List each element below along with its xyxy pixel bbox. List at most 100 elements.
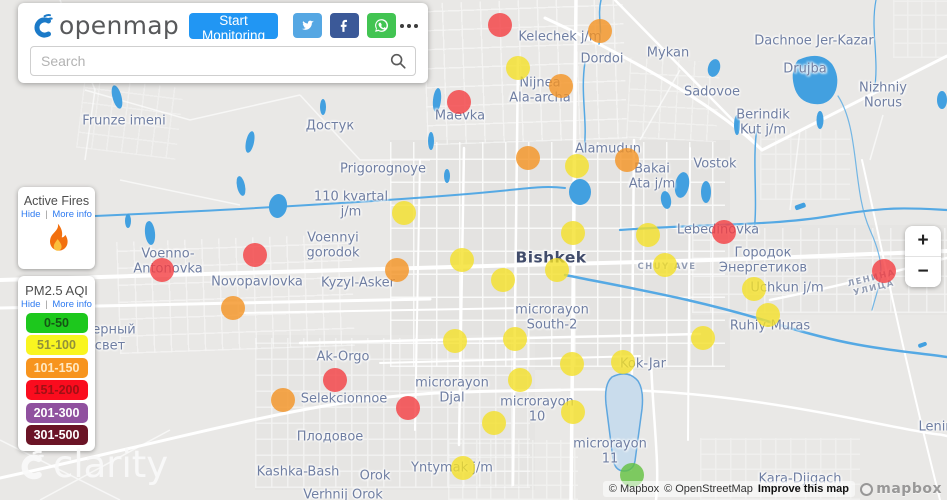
place-label: Ak-Orgo: [316, 349, 370, 365]
aqi-station-marker-red[interactable]: [150, 258, 174, 282]
aqi-station-marker-orange[interactable]: [385, 258, 409, 282]
aqi-station-marker-yellow[interactable]: [742, 277, 766, 301]
active-fires-panel: Active Fires Hide | More info: [18, 187, 95, 269]
aqi-station-marker-yellow[interactable]: [561, 400, 585, 424]
zoom-divider: [905, 256, 941, 257]
twitter-icon[interactable]: [293, 13, 323, 38]
aqi-station-marker-red[interactable]: [712, 220, 736, 244]
aqi-station-marker-orange[interactable]: [221, 296, 245, 320]
aqi-station-marker-yellow[interactable]: [636, 223, 660, 247]
active-fires-hide-link[interactable]: Hide: [21, 209, 41, 220]
map-street-grid: [893, 0, 947, 58]
facebook-icon[interactable]: [330, 13, 360, 38]
aqi-more-info-link[interactable]: More info: [52, 299, 92, 310]
mapbox-logo-icon: [860, 482, 874, 496]
active-fires-more-info-link[interactable]: More info: [52, 209, 92, 220]
start-monitoring-button[interactable]: Start Monitoring: [189, 12, 279, 43]
aqi-station-marker-yellow[interactable]: [503, 327, 527, 351]
search-input[interactable]: [30, 46, 416, 76]
aqi-station-marker-red[interactable]: [447, 90, 471, 114]
clarity-watermark: clarity: [16, 446, 168, 483]
place-label: свет: [94, 338, 126, 354]
place-label: Prigorognoye: [340, 161, 426, 177]
aqi-station-marker-yellow[interactable]: [443, 329, 467, 353]
place-label: Mykan: [646, 45, 690, 61]
aqi-station-marker-yellow[interactable]: [508, 368, 532, 392]
aqi-station-marker-yellow[interactable]: [545, 258, 569, 282]
place-label: Городок Энергетиков: [718, 245, 808, 275]
place-label: Orok: [359, 468, 391, 484]
social-buttons: [293, 13, 397, 38]
aqi-station-marker-yellow[interactable]: [451, 456, 475, 480]
place-label: Sadovoe: [683, 84, 741, 100]
place-label: Достук: [305, 118, 355, 134]
mapbox-logo[interactable]: mapbox: [860, 481, 942, 497]
aqi-station-marker-yellow[interactable]: [450, 248, 474, 272]
zoom-out-button[interactable]: −: [905, 257, 941, 287]
header-row: openmap Start Monitoring: [30, 12, 418, 43]
aqi-station-marker-orange[interactable]: [549, 74, 573, 98]
map-street-grid: [760, 130, 850, 200]
place-label: Verhnij Orok: [303, 487, 383, 500]
aqi-station-marker-yellow[interactable]: [561, 221, 585, 245]
aqi-range-101-150: 101-150: [25, 357, 88, 378]
aqi-station-marker-red[interactable]: [396, 396, 420, 420]
place-label: Berindik Kut j/m: [736, 107, 790, 137]
aqi-station-marker-orange[interactable]: [271, 388, 295, 412]
mapbox-attribution-link[interactable]: © Mapbox: [608, 483, 660, 495]
osm-attribution-link[interactable]: © OpenStreetMap: [664, 483, 753, 495]
header-card: openmap Start Monitoring: [18, 3, 428, 83]
aqi-station-marker-red[interactable]: [488, 13, 512, 37]
search-bar: [30, 46, 416, 76]
zoom-in-button[interactable]: +: [905, 226, 941, 256]
aqi-legend-panel: PM2.5 AQI Hide | More info 0-50 51-100 101…: [18, 276, 95, 451]
place-label: microrayon Djal: [415, 375, 489, 405]
place-label: Frunze imeni: [82, 113, 166, 129]
aqi-station-marker-yellow[interactable]: [653, 253, 677, 277]
more-options-button[interactable]: [396, 20, 421, 32]
aqi-station-marker-red[interactable]: [243, 243, 267, 267]
mapbox-wordmark: mapbox: [876, 481, 942, 497]
aqi-station-marker-yellow[interactable]: [565, 154, 589, 178]
aqi-range-301-500: 301-500: [25, 425, 88, 445]
aqi-station-marker-yellow[interactable]: [560, 352, 584, 376]
aqi-range-51-100: 51-100: [25, 335, 88, 355]
road-label: CHUY AVE: [638, 262, 697, 273]
aqi-hide-link[interactable]: Hide: [21, 299, 41, 310]
place-label: Drujba: [783, 61, 827, 77]
aqi-station-marker-red[interactable]: [323, 368, 347, 392]
aqi-station-marker-yellow[interactable]: [482, 411, 506, 435]
fire-icon: [49, 223, 68, 251]
whatsapp-icon[interactable]: [367, 13, 397, 38]
place-label: Bakai Ata j/m: [628, 161, 676, 191]
place-label: Voennyi gorodok: [306, 230, 360, 260]
improve-map-link[interactable]: Improve this map: [757, 483, 849, 495]
place-label: Selekcionnoe: [300, 391, 388, 407]
aqi-station-marker-yellow[interactable]: [691, 326, 715, 350]
aqi-station-marker-orange[interactable]: [615, 148, 639, 172]
aqi-station-marker-yellow[interactable]: [756, 303, 780, 327]
aqi-station-marker-yellow[interactable]: [611, 350, 635, 374]
place-label: Jer-Kazar: [816, 33, 874, 49]
map-attribution: © Mapbox © OpenStreetMap Improve this ma…: [602, 481, 855, 497]
place-label: Dachnoe: [754, 33, 812, 49]
aqi-station-marker-orange[interactable]: [516, 146, 540, 170]
openmap-logo[interactable]: openmap: [30, 12, 179, 39]
active-fires-links: Hide | More info: [21, 209, 92, 220]
aqi-station-marker-yellow[interactable]: [506, 56, 530, 80]
aqi-station-marker-red[interactable]: [872, 259, 896, 283]
place-label: Lenin: [918, 419, 947, 435]
aqi-station-marker-orange[interactable]: [588, 19, 612, 43]
city-label: Bishkek: [515, 248, 587, 267]
aqi-station-marker-yellow[interactable]: [392, 201, 416, 225]
place-label: 110 kvartal j/m: [313, 189, 389, 219]
aqi-legend-links: Hide | More info: [21, 299, 92, 310]
aqi-range-0-50: 0-50: [25, 312, 88, 333]
logo-text: openmap: [59, 11, 180, 40]
aqi-station-marker-yellow[interactable]: [491, 268, 515, 292]
place-label: Kyzyl-Asker: [321, 275, 395, 291]
zoom-control: + −: [905, 226, 941, 287]
